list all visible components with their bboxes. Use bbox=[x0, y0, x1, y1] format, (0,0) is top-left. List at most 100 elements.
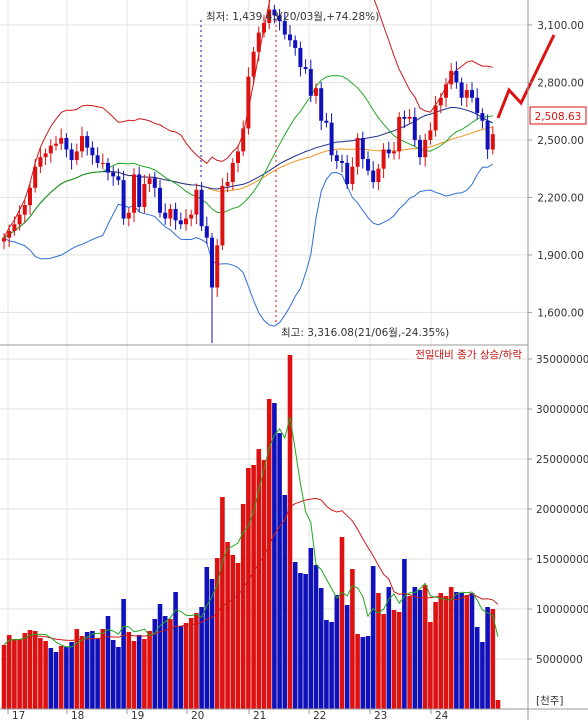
candle bbox=[220, 178, 225, 251]
candle-body bbox=[324, 120, 329, 123]
candle bbox=[402, 110, 407, 129]
candle bbox=[38, 147, 43, 174]
candle-body bbox=[360, 138, 365, 160]
volume-bar bbox=[168, 619, 173, 709]
candle bbox=[314, 83, 318, 104]
volume-bar bbox=[474, 627, 480, 709]
candle-body bbox=[381, 149, 386, 169]
candle-body bbox=[423, 139, 428, 158]
candle-body bbox=[407, 116, 412, 119]
candle-body bbox=[132, 174, 136, 213]
candle-body bbox=[17, 214, 22, 225]
volume-bar bbox=[79, 636, 85, 709]
volume-bar bbox=[313, 565, 319, 709]
volume-unit-label: [천주] bbox=[536, 695, 564, 707]
candle-body bbox=[371, 170, 376, 183]
candle bbox=[433, 96, 438, 137]
candle bbox=[371, 161, 376, 189]
candle bbox=[288, 25, 292, 47]
volume-bar bbox=[485, 607, 490, 709]
volume-bar bbox=[157, 604, 163, 709]
volume-bar bbox=[142, 639, 147, 709]
candle bbox=[308, 59, 313, 103]
candle bbox=[48, 139, 53, 163]
volume-bar bbox=[303, 574, 308, 709]
volume-bar bbox=[240, 504, 246, 709]
volume-bar bbox=[298, 573, 303, 709]
candle-body bbox=[204, 226, 209, 238]
candle bbox=[423, 133, 428, 167]
volume-bar bbox=[220, 497, 225, 709]
volume-bar bbox=[308, 548, 314, 709]
candle-body bbox=[80, 136, 84, 152]
candle-body bbox=[366, 159, 370, 171]
candle bbox=[173, 202, 178, 230]
candle-body bbox=[490, 134, 495, 150]
candle-body bbox=[350, 166, 355, 184]
candle-body bbox=[418, 139, 422, 158]
candle-body bbox=[267, 9, 272, 23]
candle bbox=[142, 174, 147, 214]
candle-body bbox=[163, 212, 168, 219]
candle bbox=[262, 15, 266, 38]
volume-bar bbox=[209, 579, 215, 709]
candle-body bbox=[256, 32, 261, 52]
candle bbox=[303, 59, 308, 74]
candle bbox=[293, 35, 298, 56]
volume-bar bbox=[459, 593, 464, 709]
volume-ma-short bbox=[3, 416, 499, 648]
candle bbox=[412, 107, 417, 147]
candle bbox=[178, 212, 183, 230]
candle bbox=[54, 135, 58, 151]
candle bbox=[126, 207, 131, 227]
candle-body bbox=[480, 113, 485, 121]
candle bbox=[2, 232, 6, 250]
price-tick-label: 2,500.00 bbox=[537, 135, 584, 147]
volume-tick-label: 10000000 bbox=[536, 604, 588, 616]
volume-bar bbox=[204, 567, 210, 709]
candle bbox=[464, 83, 469, 108]
candle bbox=[329, 113, 334, 162]
candle bbox=[85, 131, 90, 156]
candle-body bbox=[397, 116, 402, 152]
volume-bar bbox=[48, 648, 54, 709]
candle-body bbox=[412, 116, 417, 140]
candle-body bbox=[334, 155, 339, 161]
candle-body bbox=[194, 189, 199, 215]
candle bbox=[147, 173, 152, 192]
candle-body bbox=[90, 147, 95, 156]
candle bbox=[334, 150, 339, 169]
candle bbox=[111, 166, 116, 186]
time-axis: 17 18 19 20 21 22 23 24 bbox=[7, 709, 449, 722]
price-tick-label: 2,800.00 bbox=[537, 77, 584, 89]
volume-bar bbox=[22, 633, 28, 709]
candle-body bbox=[64, 138, 69, 150]
candle bbox=[324, 112, 329, 128]
candle bbox=[438, 92, 443, 114]
candle bbox=[428, 122, 433, 145]
volume-moving-averages bbox=[3, 416, 499, 648]
candle bbox=[7, 224, 12, 248]
time-tick-label: 18 bbox=[71, 710, 84, 720]
volume-bar bbox=[464, 595, 470, 709]
current-price-tag bbox=[529, 106, 587, 125]
candle bbox=[392, 142, 396, 160]
candle-body bbox=[137, 174, 142, 207]
candle bbox=[454, 61, 459, 89]
volume-bar bbox=[38, 638, 43, 709]
candle-body bbox=[215, 245, 220, 288]
volume-bar bbox=[152, 619, 158, 709]
volume-bar bbox=[246, 468, 251, 709]
price-axis: 1,600.00 1,900.00 2,200.00 2,500.00 2,800.00… bbox=[528, 20, 584, 319]
volume-bar bbox=[391, 610, 397, 709]
volume-bar bbox=[110, 640, 116, 709]
candle bbox=[158, 179, 162, 218]
candle-body bbox=[116, 176, 121, 181]
volume-bar bbox=[199, 607, 204, 709]
volume-bar bbox=[225, 542, 230, 709]
volume-bar bbox=[318, 588, 324, 709]
candle-body bbox=[126, 212, 131, 219]
volume-bar bbox=[251, 465, 256, 709]
